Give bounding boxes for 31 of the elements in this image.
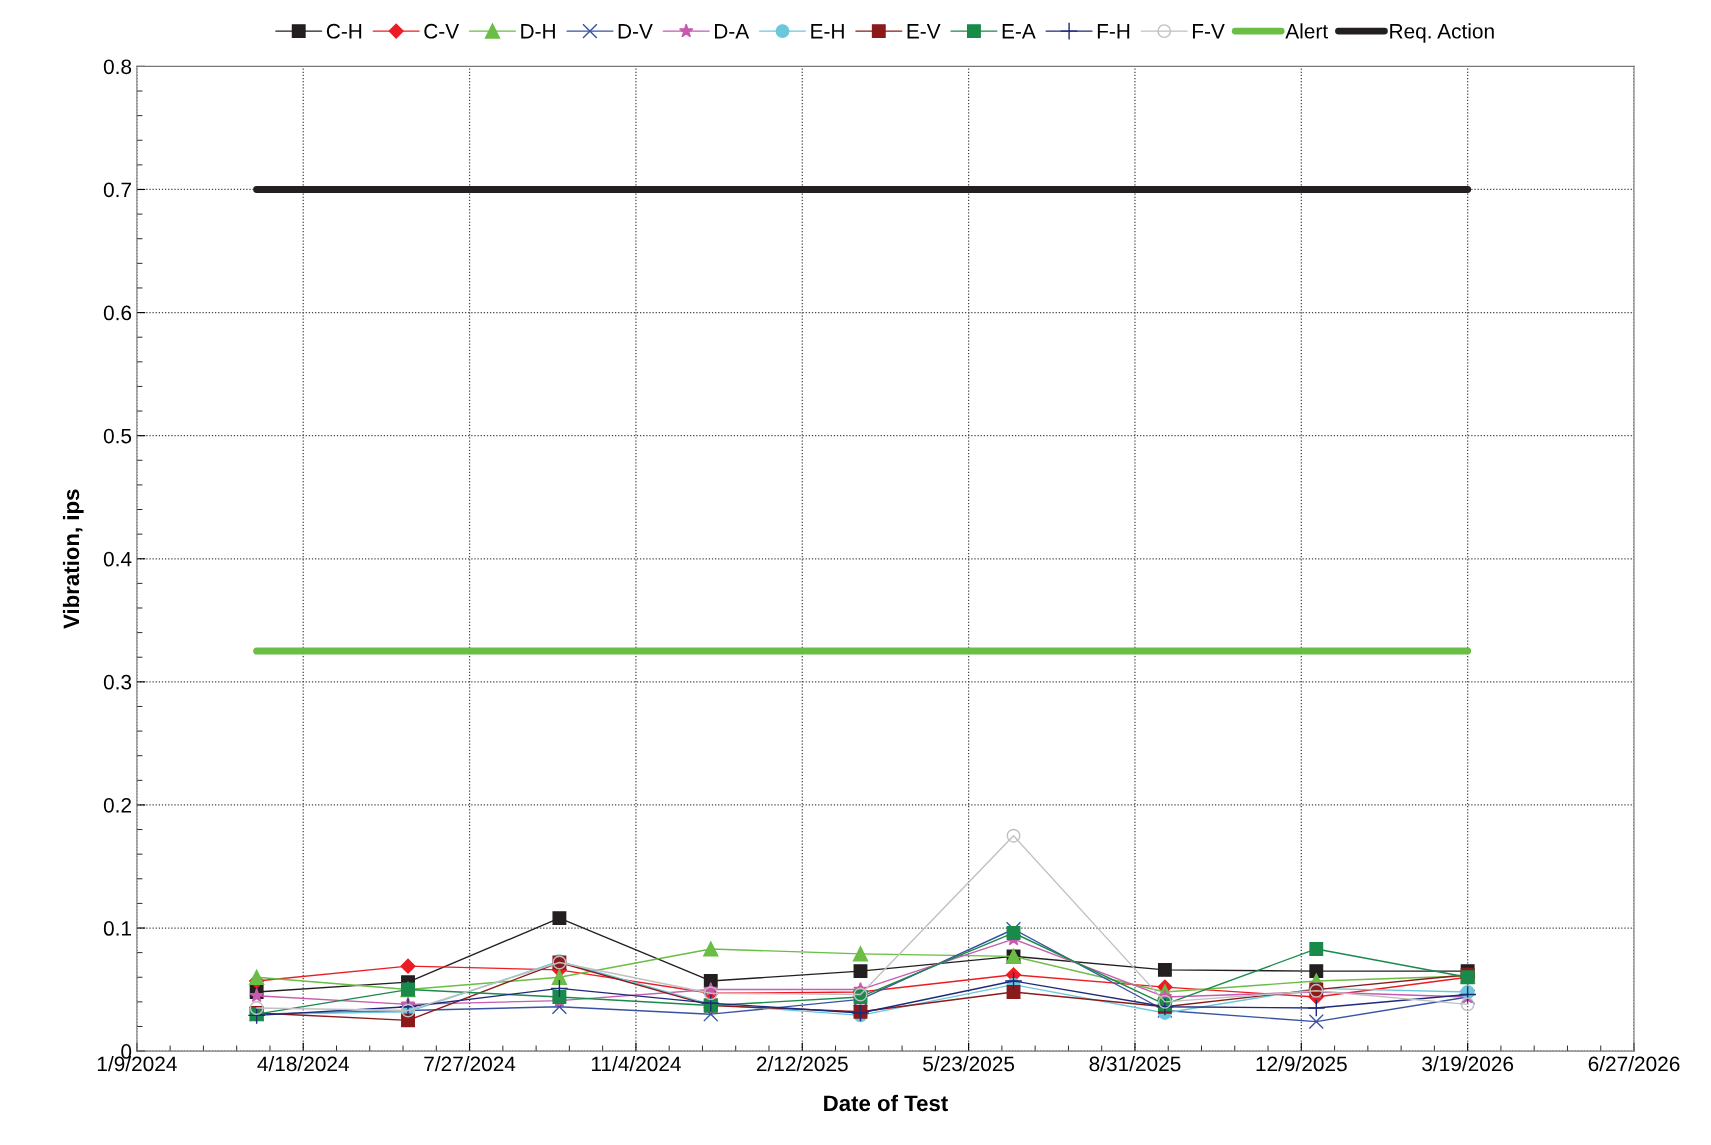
- y-tick-label: 0.4: [103, 551, 132, 567]
- x-tick-label: 6/27/2026: [1588, 1055, 1680, 1072]
- y-tick-label: 0.5: [103, 428, 132, 444]
- legend-label: Alert: [1285, 23, 1328, 39]
- y-tick-label: 0.7: [103, 182, 131, 198]
- legend-label: E-H: [811, 24, 844, 39]
- legend-label: F-H: [1097, 24, 1130, 39]
- y-tick-label: 0.1: [103, 921, 131, 936]
- legend-label: Req. Action: [1390, 23, 1494, 43]
- legend-label: C-H: [326, 23, 362, 39]
- legend-label: F-V: [1193, 24, 1225, 39]
- x-tick-label: 3/19/2026: [1422, 1055, 1514, 1072]
- legend-label: D-H: [521, 24, 555, 39]
- legend-label: E-A: [1002, 24, 1036, 39]
- y-tick-label: 0.8: [103, 59, 132, 75]
- legend-label: D-V: [618, 24, 653, 39]
- x-axis-title: Date of Test: [824, 1094, 948, 1112]
- x-tick-label: 4/18/2024: [257, 1055, 349, 1072]
- x-tick-label: 5/23/2025: [923, 1055, 1015, 1072]
- x-tick-label: 2/12/2025: [756, 1055, 848, 1072]
- y-tick-label: 0.6: [103, 305, 132, 321]
- x-tick-label: 11/4/2024: [591, 1055, 681, 1072]
- x-tick-label: 12/9/2025: [1256, 1055, 1347, 1072]
- legend-label: D-A: [715, 24, 750, 39]
- y-tick-label: 0.2: [103, 797, 131, 813]
- y-tick-label: 0.3: [103, 674, 132, 690]
- legend-label: C-V: [424, 23, 460, 39]
- y-axis-title: Vibration, ips: [62, 489, 84, 629]
- x-tick-label: 7/27/2024: [424, 1055, 516, 1072]
- legend-label: E-V: [907, 24, 941, 39]
- x-tick-label: 8/31/2025: [1089, 1055, 1181, 1072]
